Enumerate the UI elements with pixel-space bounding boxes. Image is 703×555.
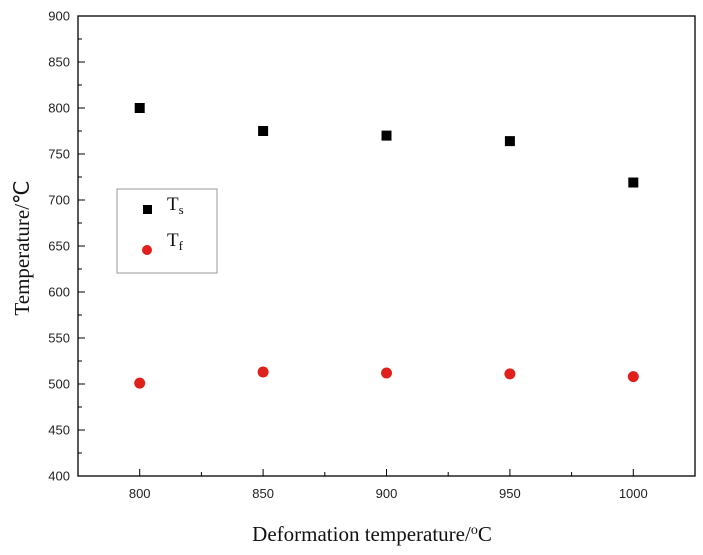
point-Tf-900	[381, 367, 392, 379]
y-axis-title: Temperature/℃	[10, 180, 34, 315]
x-axis-ticks	[139, 469, 634, 476]
legend-marker-ts	[143, 205, 152, 214]
legend-label-tf-sub: f	[179, 238, 184, 253]
x-axis-title-unit: C	[478, 522, 492, 546]
x-tick-label: 1000	[619, 486, 648, 501]
y-tick-label: 650	[48, 239, 70, 254]
point-Ts-950	[504, 136, 515, 147]
y-tick-label: 750	[48, 147, 70, 162]
x-axis-tick-labels: 800 850 900 950 1000	[129, 486, 648, 501]
legend-marker-tf	[142, 245, 152, 255]
y-tick-label: 850	[48, 55, 70, 70]
x-tick-label: 850	[252, 486, 274, 501]
point-Tf-850	[257, 366, 269, 378]
x-tick-label: 900	[376, 486, 398, 501]
y-tick-label: 800	[48, 101, 70, 116]
point-Tf-1000	[627, 371, 639, 383]
x-tick-label: 950	[499, 486, 521, 501]
legend-label-tf: Tf	[167, 230, 184, 253]
legend-label-ts-base: T	[167, 194, 179, 215]
legend: Ts Tf	[116, 188, 218, 274]
x-axis-title-text: Deformation temperature/	[252, 522, 471, 546]
legend-label-ts: Ts	[167, 194, 184, 217]
y-tick-label: 700	[48, 193, 70, 208]
y-tick-label: 500	[48, 377, 70, 392]
point-Ts-900	[381, 130, 392, 141]
y-tick-label: 900	[48, 9, 70, 24]
legend-label-tf-base: T	[167, 230, 179, 251]
y-tick-label: 600	[48, 285, 70, 300]
point-Ts-1000	[628, 177, 639, 188]
x-tick-label: 800	[129, 486, 151, 501]
y-axis-ticks	[78, 15, 85, 477]
y-tick-label: 450	[48, 423, 70, 438]
y-tick-label: 550	[48, 331, 70, 346]
legend-box	[116, 188, 218, 274]
point-Ts-850	[258, 126, 269, 136]
data-points	[134, 103, 639, 389]
point-Tf-800	[134, 377, 146, 389]
legend-label-ts-sub: s	[179, 202, 184, 217]
y-tick-label: 400	[48, 469, 70, 484]
point-Ts-800	[134, 103, 145, 113]
x-axis-title: Deformation temperature/oC	[252, 522, 492, 546]
point-Tf-950	[504, 368, 516, 380]
y-axis-tick-labels: 400 450 500 550 600 650 700 750 800 850 900	[48, 9, 70, 484]
x-axis-title-unit-sup: o	[471, 523, 478, 538]
